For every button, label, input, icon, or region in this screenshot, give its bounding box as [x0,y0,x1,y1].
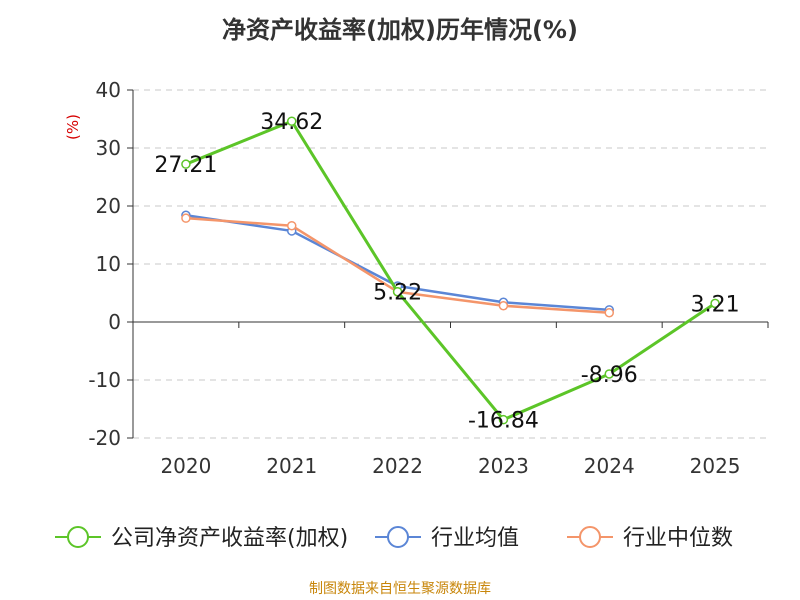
source-footer: 制图数据来自恒生聚源数据库 [309,581,491,597]
data-label: 34.62 [260,110,323,135]
data-point [287,116,297,126]
x-tick-label: 2023 [478,454,529,478]
data-point [604,307,614,318]
data-label: -8.96 [581,363,638,388]
data-point [392,286,403,297]
legend-marker [579,526,601,548]
data-point [181,159,191,169]
legend-marker [387,526,409,548]
data-point [181,213,191,223]
y-axis-label: (%) [64,114,82,140]
y-tick-label: -20 [88,426,121,450]
series-line-0 [185,119,716,422]
y-tick-label: 20 [96,194,121,218]
grid-lines [133,89,768,439]
x-tick-label: 2022 [372,454,423,478]
axes: -20 -10 0 10 20 30 40 2020 2021 2022 2023 2024 2025 (… [64,78,769,478]
chart-title: 净资产收益率(加权)历年情况(%) [222,16,578,44]
y-tick-label: 0 [108,310,121,334]
y-tick-label: 30 [96,136,121,160]
data-point [710,298,720,309]
y-tick-label: 10 [96,252,121,276]
data-label: 27.21 [154,153,217,178]
data-label: 5.22 [373,281,422,306]
x-tick-label: 2024 [584,454,635,478]
legend-label: 行业中位数 [623,526,733,551]
legend-label: 公司净资产收益率(加权) [111,526,348,551]
y-tick-label: -10 [88,368,121,392]
data-point [498,414,509,425]
x-tick-label: 2020 [160,454,211,478]
data-labels: 27.21 34.62 5.22 -16.84 -8.96 3.21 [154,110,739,433]
series-group [181,116,720,425]
data-point [287,220,297,231]
legend-marker [67,526,89,548]
legend-label: 行业均值 [431,526,519,551]
data-point [498,301,509,311]
x-tick-label: 2021 [266,454,317,478]
legend: 公司净资产收益率(加权) 行业均值 行业中位数 [55,526,733,551]
data-label: -16.84 [468,409,539,434]
y-tick-label: 40 [96,78,121,102]
x-tick-label: 2025 [690,454,741,478]
data-label: 3.21 [691,292,740,317]
data-point [604,369,614,379]
